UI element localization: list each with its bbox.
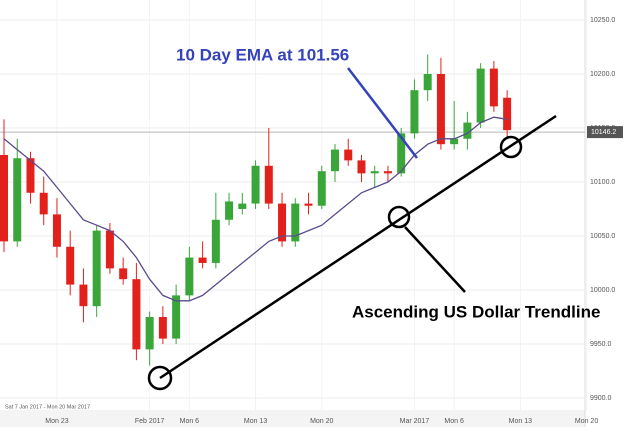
x-tick-label: Mon 20: [575, 418, 598, 425]
candle-body: [52, 214, 61, 247]
candle-body: [370, 171, 379, 174]
candle-body: [317, 171, 326, 206]
x-tick-label: Mon 23: [45, 418, 68, 425]
candle-body: [503, 97, 512, 131]
candle-body: [397, 133, 406, 174]
candle-body: [344, 149, 353, 161]
y-tick-label: 10100.0: [590, 179, 615, 186]
x-tick-label: Mon 6: [444, 418, 464, 425]
candle-body: [304, 203, 313, 206]
x-tick-label: Mar 2017: [400, 418, 430, 425]
x-tick-label: Feb 2017: [135, 418, 165, 425]
candle-body: [79, 284, 88, 307]
y-tick-label: 10000.0: [590, 287, 615, 294]
last-price-box: [587, 126, 623, 139]
candle-body: [331, 149, 339, 172]
candle-body: [489, 68, 498, 107]
candle-body: [105, 230, 114, 269]
touch-circle: [387, 205, 411, 229]
candle-body: [383, 171, 392, 174]
candle-body: [278, 203, 287, 242]
candle-body: [410, 90, 419, 134]
x-axis-band: [0, 410, 585, 427]
y-tick-label: 9900.0: [590, 395, 612, 402]
trend-annotation: Ascending US Dollar Trendline: [352, 302, 600, 321]
candle-body: [450, 138, 459, 145]
candle-body: [66, 246, 75, 285]
y-tick-label: 10200.0: [590, 71, 615, 78]
candle-body: [172, 295, 181, 339]
candle-body: [264, 165, 273, 204]
x-tick-label: Mon 13: [509, 418, 532, 425]
candle-body: [185, 257, 194, 296]
candle-body: [198, 257, 207, 263]
ema-annotation: 10 Day EMA at 101.56: [176, 45, 349, 64]
trendline: [159, 114, 557, 380]
candle-body: [92, 230, 101, 307]
candle-body: [26, 158, 35, 193]
x-tick-label: Mon 20: [310, 418, 333, 425]
ema-line: [3, 116, 508, 302]
y-tick-label: 10050.0: [590, 233, 615, 240]
candle-body: [225, 201, 234, 220]
candle-body: [132, 279, 141, 350]
last-price-label: 10146.2: [591, 129, 616, 136]
candle-body: [158, 316, 167, 339]
x-tick-label: Mon 6: [180, 418, 200, 425]
candle-body: [251, 165, 260, 204]
touch-circle: [499, 135, 523, 159]
touch-circle: [147, 365, 173, 391]
candle-body: [423, 73, 432, 91]
pointer: [347, 67, 418, 159]
pointer: [404, 226, 466, 293]
candle-body: [145, 316, 154, 350]
y-tick-label: 10250.0: [590, 17, 615, 24]
range-note: Sat 7 Jan 2017 - Mon 20 Mar 2017: [5, 404, 90, 410]
candle-body: [291, 203, 300, 242]
candle-body: [357, 160, 366, 174]
candle-body: [39, 192, 48, 215]
candle-body: [211, 219, 220, 263]
candle-body: [463, 122, 472, 139]
x-tick-label: Mon 13: [244, 418, 267, 425]
candle-body: [238, 203, 247, 209]
candle-body: [119, 268, 128, 280]
candle-body: [0, 154, 8, 242]
candle-body: [476, 68, 485, 123]
candle-body: [436, 73, 445, 145]
y-tick-label: 9950.0: [590, 341, 612, 348]
candle-body: [13, 158, 22, 242]
